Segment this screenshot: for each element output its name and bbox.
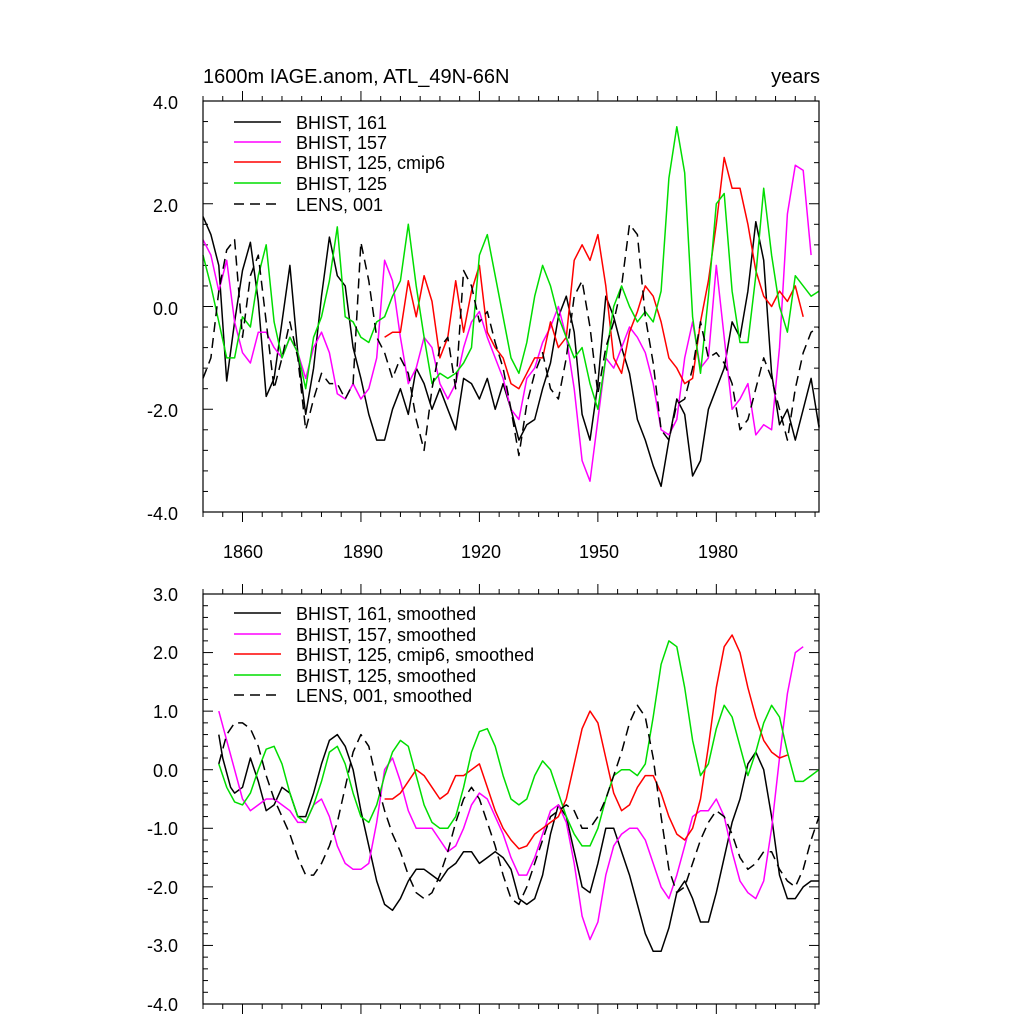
legend: BHIST, 161 BHIST, 157 BHIST, 125, cmip6 …: [234, 113, 445, 215]
series-line-5: [218, 704, 820, 906]
y-tick-label: 2.0: [153, 196, 178, 216]
series-line-4: [202, 125, 820, 411]
panel-title: 1600m IAGE.anom, ATL_49N-66N: [203, 66, 509, 88]
y-tick-label: 0.0: [153, 299, 178, 319]
y-tick-label: -3.0: [147, 936, 178, 956]
x-tick-label: 1890: [343, 542, 383, 562]
legend-label: BHIST, 125: [296, 174, 387, 194]
series-line-2: [218, 646, 804, 941]
y-tick-label: -2.0: [147, 401, 178, 421]
series-line-1: [218, 733, 819, 953]
legend-label: BHIST, 125, smoothed: [296, 666, 476, 686]
y-tick-label: 3.0: [153, 585, 178, 605]
y-tick-label: 4.0: [153, 93, 178, 113]
legend: BHIST, 161, smoothed BHIST, 157, smoothe…: [234, 604, 534, 706]
x-tick-label: 1980: [698, 542, 738, 562]
legend-label: BHIST, 161, smoothed: [296, 604, 476, 624]
legend-label: BHIST, 157, smoothed: [296, 625, 476, 645]
series-line-5: [202, 223, 820, 457]
plot-series: [202, 125, 820, 488]
legend-label: BHIST, 157: [296, 133, 387, 153]
plot-frame: [202, 100, 820, 513]
axis-ticks: [202, 584, 819, 1014]
series-line-3: [384, 634, 788, 850]
y-tick-label: 2.0: [153, 643, 178, 663]
legend-label: BHIST, 125, cmip6, smoothed: [296, 645, 534, 665]
y-tick-label: -1.0: [147, 819, 178, 839]
plot-series: [218, 634, 820, 953]
y-tick-label: -4.0: [147, 504, 178, 524]
series-line-1: [202, 216, 820, 488]
panel-bottom: 3.0 2.0 1.0 0.0 -1.0 -2.0 -3.0 -4.0 BHIS…: [147, 584, 820, 1015]
series-line-3: [384, 156, 804, 390]
y-tick-label: 1.0: [153, 702, 178, 722]
panel-units: years: [771, 66, 820, 88]
legend-label: LENS, 001, smoothed: [296, 686, 472, 706]
legend-label: BHIST, 125, cmip6: [296, 153, 445, 173]
series-line-4: [218, 640, 820, 847]
axis-ticks: [202, 91, 819, 522]
y-tick-label: -2.0: [147, 878, 178, 898]
series-line-2: [202, 164, 812, 482]
x-tick-label: 1860: [223, 542, 263, 562]
x-tick-label: 1920: [461, 542, 501, 562]
legend-label: LENS, 001: [296, 195, 383, 215]
legend-label: BHIST, 161: [296, 113, 387, 133]
x-tick-label: 1950: [579, 542, 619, 562]
plot-frame: [202, 593, 820, 1005]
y-tick-label: 0.0: [153, 761, 178, 781]
panel-top: 1600m IAGE.anom, ATL_49N-66N years 4.0 2…: [147, 66, 820, 562]
y-tick-label: -4.0: [147, 995, 178, 1015]
